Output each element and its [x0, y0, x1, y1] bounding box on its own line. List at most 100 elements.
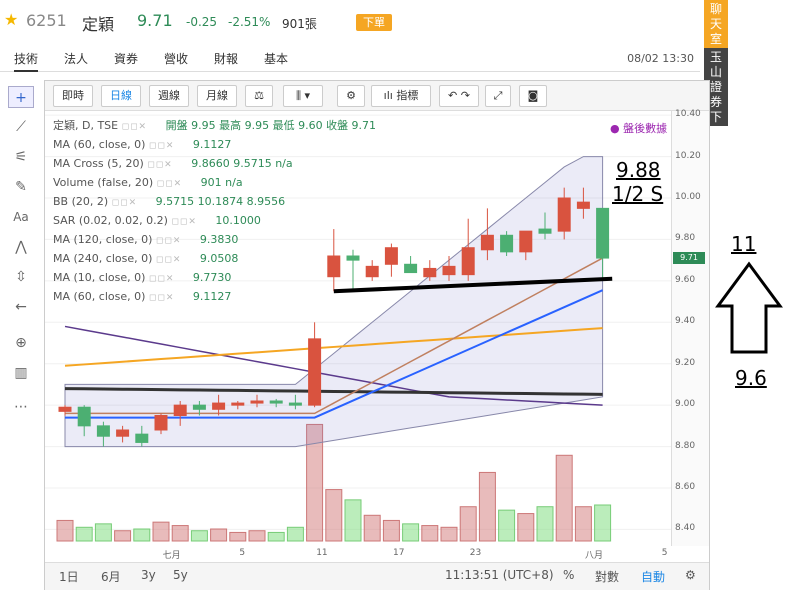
time-axis[interactable]: 七月 5 11 17 23 八月 5	[45, 546, 671, 562]
volume: 901張	[282, 17, 317, 31]
volume-bar	[171, 525, 189, 542]
pattern-icon[interactable]: ⋀	[15, 239, 27, 255]
volume-bar	[459, 506, 477, 542]
range-1d[interactable]: 1日	[59, 570, 79, 584]
legend-controls-icon[interactable]: ◻◻✕	[147, 160, 173, 170]
candle-body	[58, 406, 72, 412]
ma-60-line	[64, 325, 603, 406]
gear-icon[interactable]: ⚙	[685, 568, 696, 582]
legend-row[interactable]: MA (60, close, 0) ◻◻✕ 9.1127	[53, 136, 533, 155]
after-hours-link[interactable]: ● 盤後數據	[610, 120, 667, 136]
range-5y[interactable]: 5y	[173, 568, 188, 582]
tab-revenue[interactable]: 營收	[164, 52, 189, 66]
tab-margin[interactable]: 資券	[114, 52, 139, 66]
fullscreen-icon[interactable]: ⤢	[485, 85, 511, 107]
camera-icon[interactable]: ◙	[519, 85, 547, 107]
legend-row[interactable]: SAR (0.02, 0.02, 0.2) ◻◻✕ 10.1000	[53, 212, 533, 231]
candle-body	[500, 234, 514, 253]
legend-row[interactable]: MA (60, close, 0) ◻◻✕ 9.1127	[53, 288, 533, 307]
settings-icon[interactable]: ⚙	[337, 85, 365, 107]
volume-bar	[421, 525, 439, 542]
tab-technical[interactable]: 技術	[14, 50, 39, 72]
legend-row[interactable]: MA Cross (5, 20) ◻◻✕ 9.8660 9.5715 n/a	[53, 155, 533, 174]
clock-time[interactable]: 11:13:51 (UTC+8)	[445, 568, 554, 582]
candle-type-icon[interactable]: ⫼ ▾	[283, 85, 323, 107]
tab-financials[interactable]: 財報	[214, 52, 239, 66]
interval-monthly[interactable]: 月線	[197, 85, 237, 107]
more-icon[interactable]: ⋯	[14, 399, 28, 415]
x-tick-label: 11	[316, 548, 328, 558]
y-tick-label: 10.20	[675, 150, 701, 161]
price-chart[interactable]	[45, 111, 671, 546]
annotation-fraction: 1/2 S	[612, 182, 664, 206]
section-tabs: 技術 法人 資券 營收 財報 基本 08/02 13:30	[0, 46, 700, 72]
order-button[interactable]: 下單	[356, 14, 392, 31]
range-3y[interactable]: 3y	[141, 568, 156, 582]
candle-body	[212, 402, 226, 410]
legend-values: 9.1127	[192, 138, 232, 151]
auto-toggle[interactable]: 自動	[641, 570, 666, 584]
legend-controls-icon[interactable]: ◻◻✕	[171, 217, 197, 227]
zoom-icon[interactable]: ⊕	[15, 335, 27, 351]
legend-row[interactable]: Volume (false, 20) ◻◻✕ 901 n/a	[53, 174, 533, 193]
interval-daily[interactable]: 日線	[101, 85, 141, 107]
text-icon[interactable]: Aa	[13, 210, 29, 224]
indicator-legend: 定穎, D, TSE ◻◻✕ 開盤 9.95 最高 9.95 最低 9.60 收盤…	[53, 117, 533, 307]
legend-label: MA Cross (5, 20)	[53, 157, 148, 170]
support-trendline	[333, 276, 613, 294]
legend-controls-icon[interactable]: ◻◻✕	[155, 255, 182, 265]
compare-icon[interactable]: ⚖	[245, 85, 273, 107]
legend-controls-icon[interactable]: ◻◻✕	[156, 179, 183, 189]
legend-controls-icon[interactable]: ◻◻✕	[148, 293, 175, 303]
star-icon[interactable]: ★	[4, 10, 19, 29]
range-6m[interactable]: 6月	[101, 570, 121, 584]
interval-realtime[interactable]: 即時	[53, 85, 93, 107]
legend-controls-icon[interactable]: ◻◻✕	[148, 141, 175, 151]
legend-controls-icon[interactable]: ◻◻✕	[148, 274, 175, 284]
quote-header: ★ 6251 定穎 9.71 -0.25 -2.51% 901張 下單	[0, 0, 700, 42]
interval-weekly[interactable]: 週線	[149, 85, 189, 107]
legend-controls-icon[interactable]: ◻◻✕	[155, 236, 182, 246]
volume-bar	[248, 530, 266, 542]
candle-body	[423, 267, 437, 278]
legend-row[interactable]: BB (20, 2) ◻◻✕ 9.5715 10.1874 8.9556	[53, 193, 533, 212]
volume-bar	[306, 423, 324, 542]
y-tick-label: 8.80	[675, 440, 696, 451]
brush-icon[interactable]: ✎	[15, 179, 27, 195]
up-arrow-icon	[715, 261, 783, 354]
chatroom-button[interactable]: 聊天室	[704, 0, 728, 48]
candle-body	[538, 228, 552, 234]
fib-icon[interactable]: ⚟	[14, 149, 28, 165]
tab-basic[interactable]: 基本	[264, 52, 289, 66]
crosshair-icon[interactable]: +	[8, 86, 34, 108]
legend-values: 開盤 9.95 最高 9.95 最低 9.60 收盤 9.71	[165, 119, 377, 132]
price-axis[interactable]: 10.40 10.20 10.00 9.80 9.60 9.40 9.20 9.00 8.80 8…	[671, 109, 709, 546]
x-tick-label: 23	[469, 548, 482, 558]
trendline-icon[interactable]: ⟋	[16, 119, 26, 135]
percent-toggle[interactable]: %	[563, 568, 575, 582]
tab-institutional[interactable]: 法人	[64, 52, 89, 66]
candle-body	[557, 197, 571, 232]
log-toggle[interactable]: 對數	[595, 570, 620, 584]
legend-controls-icon[interactable]: ◻◻✕	[111, 198, 138, 208]
legend-controls-icon[interactable]: ◻◻✕	[121, 122, 148, 132]
candle-body	[231, 402, 245, 406]
y-tick-label: 8.40	[675, 523, 696, 534]
measure-icon[interactable]: ⇳	[15, 269, 27, 285]
legend-values: 9.1127	[192, 290, 232, 303]
indicators-label: 指標	[396, 89, 419, 102]
candle-body	[384, 247, 398, 265]
undo-redo-icon[interactable]: ↶ ↷	[439, 85, 479, 107]
indicators-icon: ılı	[383, 89, 393, 102]
legend-row[interactable]: MA (240, close, 0) ◻◻✕ 9.0508	[53, 250, 533, 269]
candle-body	[519, 230, 533, 253]
arrow-left-icon[interactable]: ←	[15, 299, 27, 315]
indicators-button[interactable]: ılı 指標	[371, 85, 431, 107]
volume-bar	[440, 526, 458, 542]
legend-row[interactable]: 定穎, D, TSE ◻◻✕ 開盤 9.95 最高 9.95 最低 9.60 收盤…	[53, 117, 533, 136]
legend-row[interactable]: MA (10, close, 0) ◻◻✕ 9.7730	[53, 269, 533, 288]
candle-body	[250, 400, 264, 404]
legend-row[interactable]: MA (120, close, 0) ◻◻✕ 9.3830	[53, 231, 533, 250]
ruler-icon[interactable]: ▥	[14, 365, 28, 381]
drawing-toolbar: + ⟋ ⚟ ✎ Aa ⋀ ⇳ ← ⊕ ▥ ⋯	[0, 80, 44, 590]
